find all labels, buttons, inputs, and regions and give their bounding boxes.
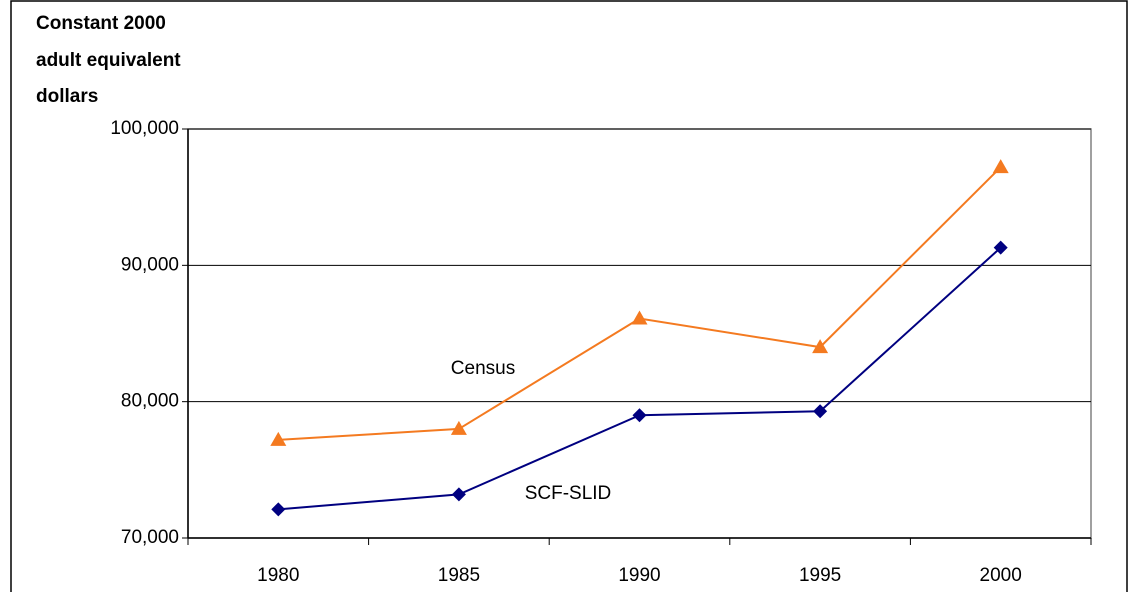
y-axis-label: adult equivalent [36,50,181,71]
x-tick-label: 2000 [980,565,1022,586]
marker [271,502,286,517]
marker [451,487,466,502]
marker [270,431,287,446]
marker [632,408,647,423]
plot-area [187,128,1092,539]
y-tick-label: 70,000 [121,527,179,548]
marker [631,310,648,325]
series-line [278,166,1002,441]
y-tick-label: 80,000 [121,391,179,412]
series-label: SCF-SLID [525,483,612,504]
x-tick-label: 1985 [438,565,480,586]
chart-frame [10,0,1128,592]
marker [813,404,828,419]
marker [993,240,1008,255]
y-axis-label: dollars [36,86,98,107]
y-tick-label: 90,000 [121,254,179,275]
series-label: Census [451,358,515,379]
x-tick-label: 1990 [618,565,660,586]
marker [450,420,467,435]
y-tick-label: 100,000 [110,118,179,139]
marker [992,159,1009,174]
marker [812,339,829,354]
x-tick-label: 1980 [257,565,299,586]
x-tick-label: 1995 [799,565,841,586]
series-line [278,246,1002,511]
y-axis-label: Constant 2000 [36,13,166,34]
